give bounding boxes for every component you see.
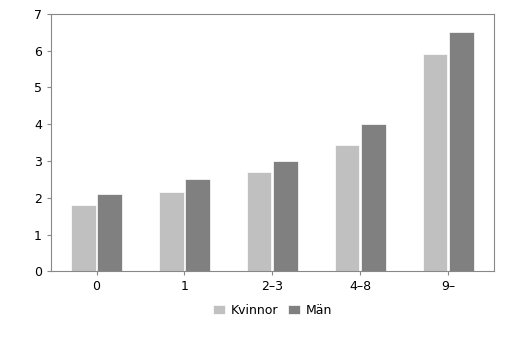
Legend: Kvinnor, Män: Kvinnor, Män — [208, 299, 337, 322]
Bar — [97, 194, 122, 271]
Bar — [247, 172, 271, 271]
Bar — [449, 32, 473, 271]
Bar — [159, 192, 184, 271]
Bar — [335, 144, 359, 271]
Bar — [273, 161, 298, 271]
Bar — [185, 180, 210, 271]
Bar — [361, 124, 386, 271]
Bar — [71, 205, 96, 271]
Bar — [422, 54, 447, 271]
